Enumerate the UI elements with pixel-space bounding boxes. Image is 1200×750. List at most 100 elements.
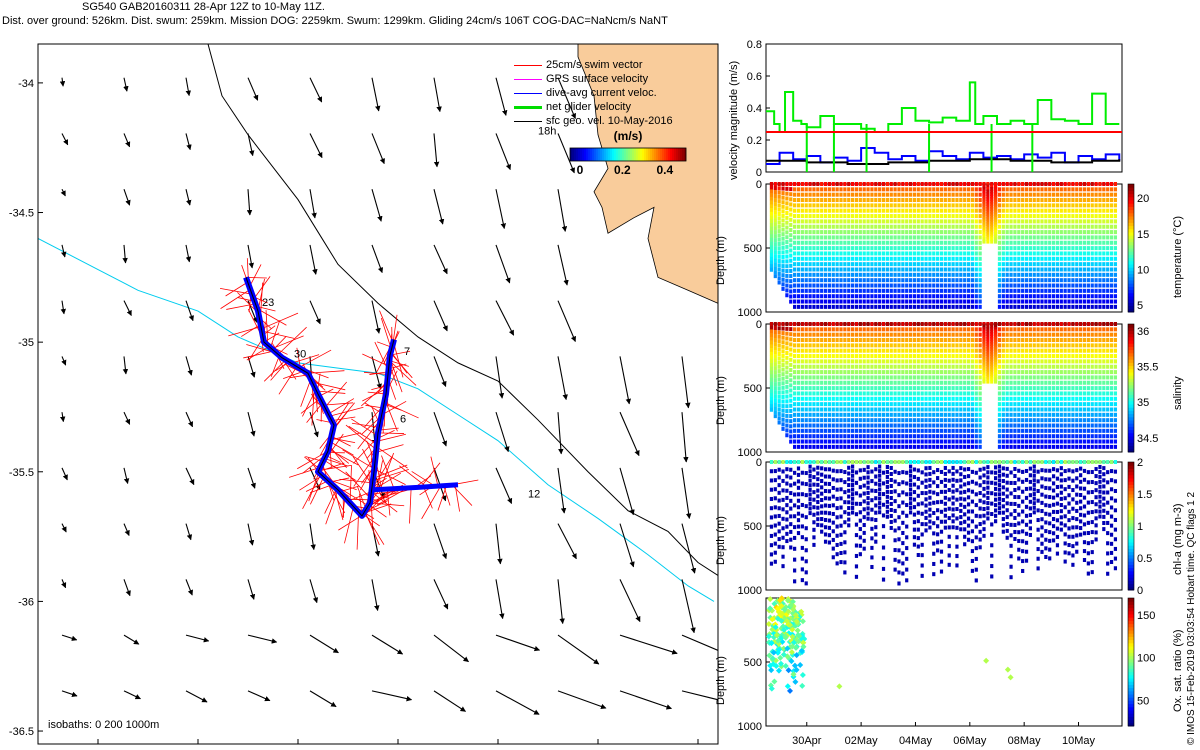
salinity-point (793, 348, 797, 353)
temperature-point (959, 246, 963, 251)
salinity-point (932, 343, 936, 348)
temperature-point (893, 203, 897, 208)
temperature-point (955, 182, 959, 186)
salinity-point (820, 439, 824, 444)
swim-vector (297, 450, 329, 470)
salinity-point (878, 327, 882, 332)
salinity-point (1106, 439, 1110, 444)
temperature-point (1094, 251, 1098, 256)
temperature-point (1086, 262, 1090, 267)
salinity-point (997, 434, 1002, 439)
temperature-point (1109, 230, 1114, 235)
salinity-point (1071, 439, 1075, 444)
salinity-point (878, 428, 882, 433)
temperature-point (777, 271, 781, 276)
temperature-point (924, 182, 928, 186)
temperature-point (936, 267, 940, 272)
salinity-point (928, 338, 932, 343)
temperature-point (897, 240, 901, 245)
chl-point (773, 460, 777, 464)
salinity-point (858, 370, 862, 375)
temperature-point (947, 267, 951, 272)
temperature-point (804, 262, 808, 267)
temperature-point (885, 251, 889, 256)
temperature-point (820, 230, 824, 235)
salinity-point (789, 373, 793, 378)
salinity-colorbar-cell (1128, 346, 1134, 351)
salinity-point (1075, 423, 1079, 428)
temperature-point (839, 267, 843, 272)
salinity-point (982, 374, 986, 379)
salinity-point (1082, 396, 1087, 401)
salinity-point (1079, 412, 1083, 417)
temperature-point (924, 272, 928, 277)
temperature-point (773, 206, 777, 211)
salinity-point (781, 349, 785, 354)
salinity-point (866, 375, 870, 380)
temperature-point (978, 235, 982, 240)
salinity-point (943, 423, 947, 428)
temperature-point (1013, 288, 1017, 293)
salinity-point (951, 322, 955, 326)
salinity-point (781, 399, 785, 404)
temperature-point (1113, 278, 1118, 283)
salinity-point (1067, 396, 1071, 401)
salinity-point (1098, 322, 1102, 326)
temperature-point (943, 208, 947, 213)
temperature-point (1051, 182, 1056, 186)
temperature-point (951, 262, 955, 267)
salinity-point (835, 407, 839, 412)
salinity-point (1009, 439, 1013, 444)
temperature-point (785, 264, 789, 269)
temperature-point (905, 246, 909, 251)
geo-velocity-arrow (247, 133, 255, 157)
salinity-point (1098, 343, 1102, 348)
salinity-point (1040, 348, 1044, 353)
temperature-point (908, 214, 913, 219)
salinity-point (970, 359, 975, 364)
salinity-point (1036, 391, 1040, 396)
temperature-point (963, 240, 967, 245)
temperature-point (947, 198, 951, 203)
temperature-point (1094, 294, 1098, 299)
salinity-point (862, 396, 866, 401)
temperature-point (831, 278, 835, 283)
geo-velocity-arrow (619, 356, 632, 405)
salinity-point (831, 396, 835, 401)
temperature-point (843, 267, 847, 272)
temperature-point (1005, 235, 1009, 240)
salinity-point (889, 338, 893, 343)
temperature-point (781, 245, 785, 250)
salinity-point (1109, 322, 1114, 326)
salinity-point (889, 370, 893, 375)
salinity-point (932, 423, 936, 428)
temperature-point (947, 262, 951, 267)
temperature-point (839, 203, 843, 208)
salinity-point (932, 348, 936, 353)
temperature-point (1113, 256, 1118, 261)
salinity-point (1048, 370, 1052, 375)
temperature-point (928, 224, 932, 229)
temperature-point (997, 278, 1002, 283)
swim-vector (312, 381, 346, 391)
salinity-colorbar-cell (1128, 330, 1134, 335)
temperature-point (986, 187, 990, 192)
temperature-point (874, 267, 878, 272)
geo-velocity-arrow (60, 188, 66, 197)
salinity-point (986, 379, 990, 384)
salinity-point (1009, 338, 1013, 343)
salinity-point (1094, 412, 1098, 417)
salinity-point (1079, 375, 1083, 380)
temperature-point (785, 259, 789, 264)
salinity-point (796, 423, 801, 428)
swim-vector (454, 484, 461, 512)
temperature-point (885, 246, 889, 251)
temperature-point (905, 235, 909, 240)
temperature-point (777, 267, 781, 272)
temperature-point (878, 272, 882, 277)
salinity-point (831, 380, 835, 385)
salinity-point (928, 348, 932, 353)
salinity-point (1036, 338, 1040, 343)
temperature-point (939, 203, 944, 208)
temperature-point (905, 240, 909, 245)
